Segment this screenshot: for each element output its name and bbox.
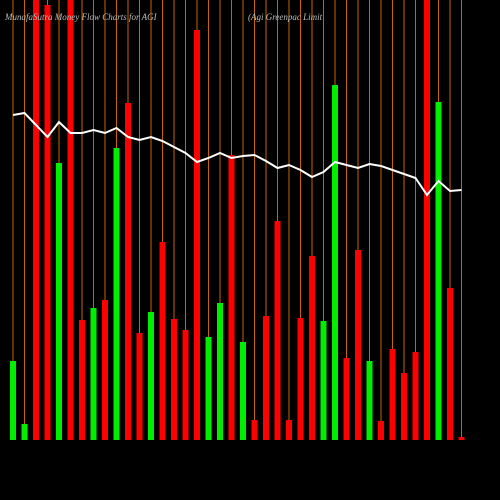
bar	[320, 321, 327, 440]
bar	[447, 288, 453, 440]
bar	[67, 0, 74, 440]
bar	[205, 337, 212, 440]
bar	[435, 102, 442, 440]
bar	[171, 319, 177, 440]
chart-subtitle: (Agi Greenpac Limit	[248, 12, 323, 22]
bar	[332, 85, 338, 440]
bar	[458, 437, 465, 440]
bar	[286, 420, 292, 440]
bar	[240, 342, 246, 440]
bar	[401, 373, 407, 440]
bar	[159, 242, 166, 440]
bar	[136, 333, 143, 440]
bar	[102, 300, 108, 440]
bar	[21, 424, 28, 440]
chart-title: MunafaSutra Money Flow Charts for AGI	[4, 12, 158, 22]
bars	[10, 0, 465, 440]
bar	[309, 256, 315, 440]
bar	[251, 420, 258, 440]
bar	[389, 349, 396, 440]
bar	[378, 421, 384, 440]
bar	[355, 250, 361, 440]
bar	[90, 308, 97, 440]
bar	[263, 316, 269, 440]
bar	[424, 0, 430, 440]
bar	[412, 352, 419, 440]
bar	[274, 221, 281, 440]
bar	[113, 148, 120, 440]
bar	[79, 320, 85, 440]
line	[12, 111, 462, 197]
money-flow-line	[12, 111, 462, 197]
bar	[228, 155, 235, 440]
bar	[10, 361, 16, 440]
bar	[366, 361, 373, 440]
bar	[182, 330, 189, 440]
bar	[343, 358, 350, 440]
bar	[56, 163, 62, 440]
bar	[194, 30, 200, 440]
bar	[297, 318, 304, 440]
bar	[217, 303, 223, 440]
bar	[125, 103, 131, 440]
bar	[33, 0, 39, 440]
bar	[148, 312, 154, 440]
bar	[44, 5, 51, 440]
